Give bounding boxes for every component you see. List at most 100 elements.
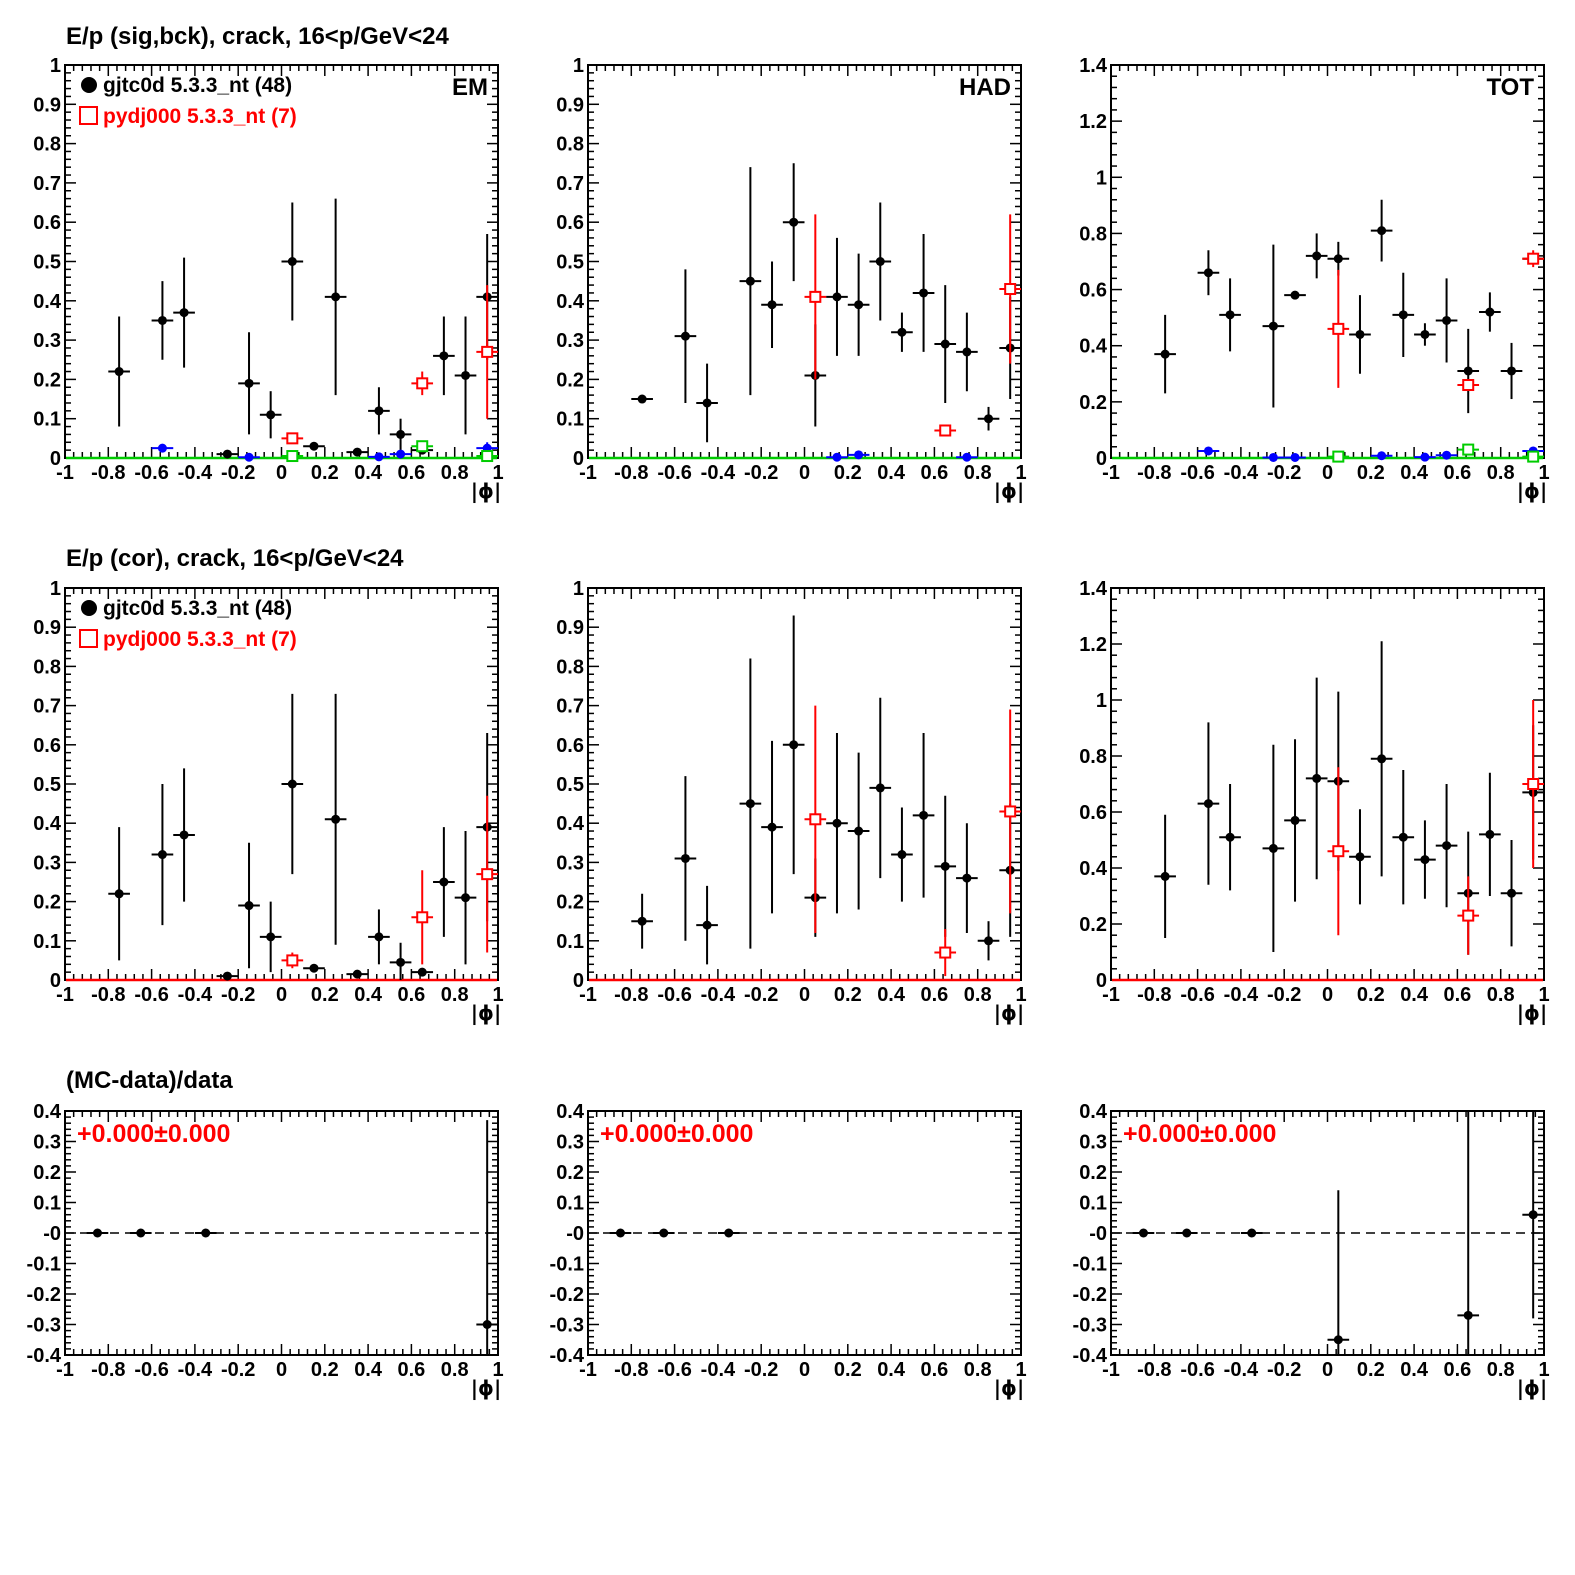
marker-dot	[680, 853, 690, 863]
data-point	[389, 942, 412, 980]
marker-dot	[680, 331, 690, 341]
legend-marker-mc	[79, 106, 98, 125]
data-point	[1522, 250, 1544, 268]
marker-dot	[1528, 1210, 1538, 1220]
marker-dot	[767, 300, 777, 310]
data-point	[151, 443, 174, 453]
x-tick-label: 1	[1015, 984, 1026, 1006]
marker-dot	[832, 292, 842, 302]
data-point	[1370, 641, 1393, 877]
data-point	[281, 693, 304, 875]
marker-dot	[1355, 852, 1365, 862]
y-tick-label: 0.4	[1079, 1101, 1108, 1123]
marker-square	[1004, 805, 1017, 818]
data-point	[631, 893, 653, 949]
data-point	[1197, 446, 1220, 456]
marker-dot	[1247, 1228, 1257, 1238]
marker-dot	[439, 877, 449, 887]
data-point	[652, 1228, 675, 1238]
marker-dot	[789, 740, 799, 750]
legend: gjtc0d 5.3.3_nt (48) pydj000 5.3.3_nt (7)	[79, 597, 297, 651]
data-point	[999, 214, 1021, 364]
x-tick-label: 0.6	[920, 984, 948, 1006]
marker-dot	[637, 916, 647, 926]
x-tick-label: 0	[276, 1359, 287, 1381]
x-tick-label: -1	[579, 984, 597, 1006]
data-point	[1284, 290, 1306, 300]
marker-dot	[157, 443, 167, 453]
data-point	[847, 450, 870, 460]
marker-square	[1527, 778, 1540, 790]
data-point	[476, 450, 498, 463]
data-point	[717, 1228, 740, 1238]
x-tick-label: 0.2	[311, 462, 339, 484]
marker-dot	[745, 276, 755, 286]
legend: gjtc0d 5.3.3_nt (48) pydj000 5.3.3_nt (7)	[79, 74, 297, 128]
panel-tag: TOT	[1486, 74, 1534, 101]
marker-dot	[374, 452, 384, 462]
data-point	[151, 784, 174, 926]
x-tick-label: -0.8	[91, 1359, 125, 1381]
series-0	[108, 198, 498, 459]
series-0	[631, 615, 1021, 965]
y-tick-label: 0.5	[33, 774, 61, 796]
plot-frame	[1110, 587, 1545, 981]
data-point	[389, 449, 412, 459]
series-1	[281, 285, 498, 445]
y-tick-label: 0.2	[33, 1162, 61, 1184]
marker-dot	[1312, 251, 1322, 261]
y-tick-label: 1	[50, 55, 61, 77]
marker-dot	[1485, 307, 1495, 317]
marker-dot	[919, 288, 929, 298]
y-tick-label: 0.2	[33, 369, 61, 391]
x-tick-label: -0.8	[614, 462, 648, 484]
y-tick-label: -0.4	[550, 1345, 585, 1367]
x-tick-label: -0.8	[91, 462, 125, 484]
y-tick-label: 0.5	[556, 774, 584, 796]
data-point	[368, 387, 390, 435]
marker-dot	[984, 936, 994, 946]
data-point	[1479, 772, 1501, 896]
marker-square	[1332, 450, 1345, 463]
marker-dot	[702, 398, 712, 408]
y-tick-label: -0.4	[27, 1345, 62, 1367]
x-tick-label: 0.4	[877, 1359, 906, 1381]
y-tick-label: 0.4	[556, 291, 585, 313]
data-point	[1457, 328, 1480, 414]
marker-dot	[1203, 799, 1213, 809]
y-tick-label: -0.1	[550, 1254, 584, 1276]
marker-dot	[374, 932, 384, 942]
y-tick-label: -0.2	[27, 1284, 61, 1306]
x-tick-label: 0	[276, 462, 287, 484]
marker-dot	[789, 217, 799, 227]
x-tick-label: -1	[1102, 984, 1120, 1006]
y-tick-label: -0.1	[1073, 1254, 1107, 1276]
data-point	[1500, 840, 1523, 947]
ratio-text: +0.000±0.000	[77, 1120, 230, 1148]
y-tick-label: 0.2	[1079, 914, 1107, 936]
x-tick-label: -0.8	[1137, 1359, 1171, 1381]
x-tick-label: -1	[1102, 462, 1120, 484]
x-tick-label: 0	[799, 1359, 810, 1381]
marker-dot	[940, 861, 950, 871]
series-0	[1154, 641, 1544, 955]
marker-dot	[461, 893, 471, 903]
series-0	[609, 1228, 740, 1238]
y-tick-label: 0.7	[556, 696, 584, 718]
x-tick-label: 0.6	[920, 1359, 948, 1381]
y-tick-label: 0.4	[556, 1101, 585, 1123]
marker-dot	[417, 967, 427, 977]
marker-square	[1332, 845, 1345, 858]
x-tick-label: -0.4	[701, 1359, 736, 1381]
y-tick-label: 0	[50, 970, 61, 992]
data-point	[1370, 451, 1393, 461]
x-tick-label: -0.6	[1180, 984, 1214, 1006]
x-tick-label: 0.4	[877, 462, 906, 484]
ratio-text: +0.000±0.000	[600, 1120, 753, 1148]
y-tick-label: 0.3	[33, 852, 61, 874]
marker-dot	[331, 292, 341, 302]
data-point	[934, 285, 957, 403]
marker-dot	[1398, 832, 1408, 842]
data-point	[324, 198, 347, 396]
y-tick-label: 0.3	[1079, 1132, 1107, 1154]
